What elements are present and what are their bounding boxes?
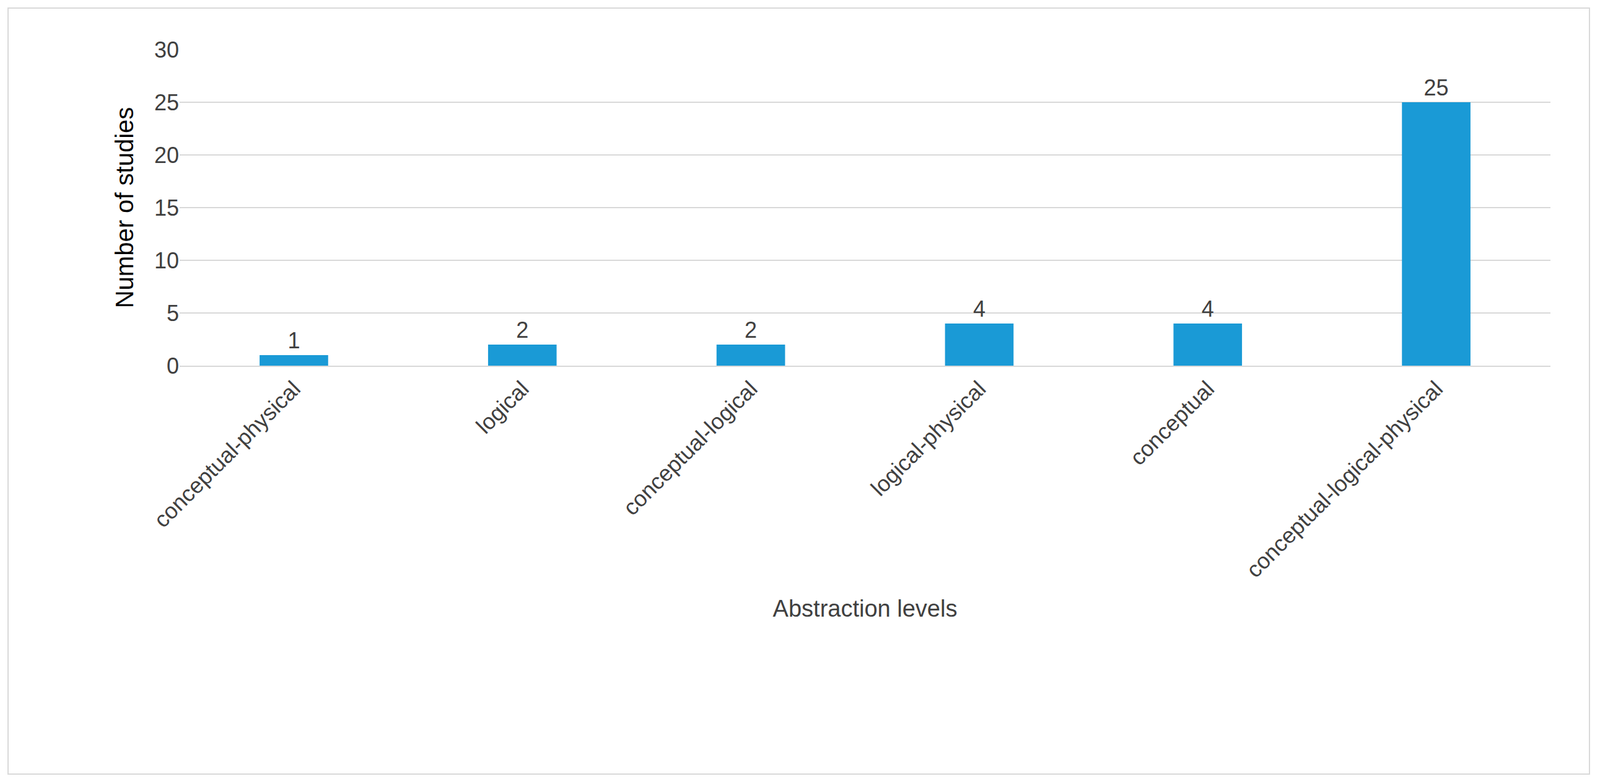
svg-text:25: 25 [1424, 74, 1449, 101]
svg-text:logical: logical [470, 375, 534, 439]
svg-text:2: 2 [515, 317, 529, 343]
svg-text:5: 5 [166, 300, 180, 326]
svg-text:4: 4 [973, 296, 986, 322]
svg-text:0: 0 [166, 353, 180, 379]
svg-text:conceptual-logical: conceptual-logical [618, 375, 763, 521]
svg-text:conceptual-physical: conceptual-physical [148, 375, 306, 533]
svg-text:conceptual: conceptual [1124, 375, 1220, 471]
svg-text:Abstraction levels: Abstraction levels [773, 595, 958, 622]
svg-text:conceptual-logical-physical: conceptual-logical-physical [1241, 375, 1448, 583]
svg-text:logical-physical: logical-physical [865, 375, 992, 502]
svg-text:1: 1 [287, 327, 300, 354]
svg-text:15: 15 [154, 195, 180, 221]
svg-text:Number of studies: Number of studies [110, 107, 139, 309]
svg-text:2: 2 [744, 317, 757, 343]
svg-text:30: 30 [154, 37, 180, 63]
svg-text:10: 10 [154, 247, 180, 274]
svg-text:4: 4 [1201, 296, 1215, 322]
svg-text:20: 20 [154, 142, 180, 168]
svg-text:25: 25 [154, 89, 180, 116]
